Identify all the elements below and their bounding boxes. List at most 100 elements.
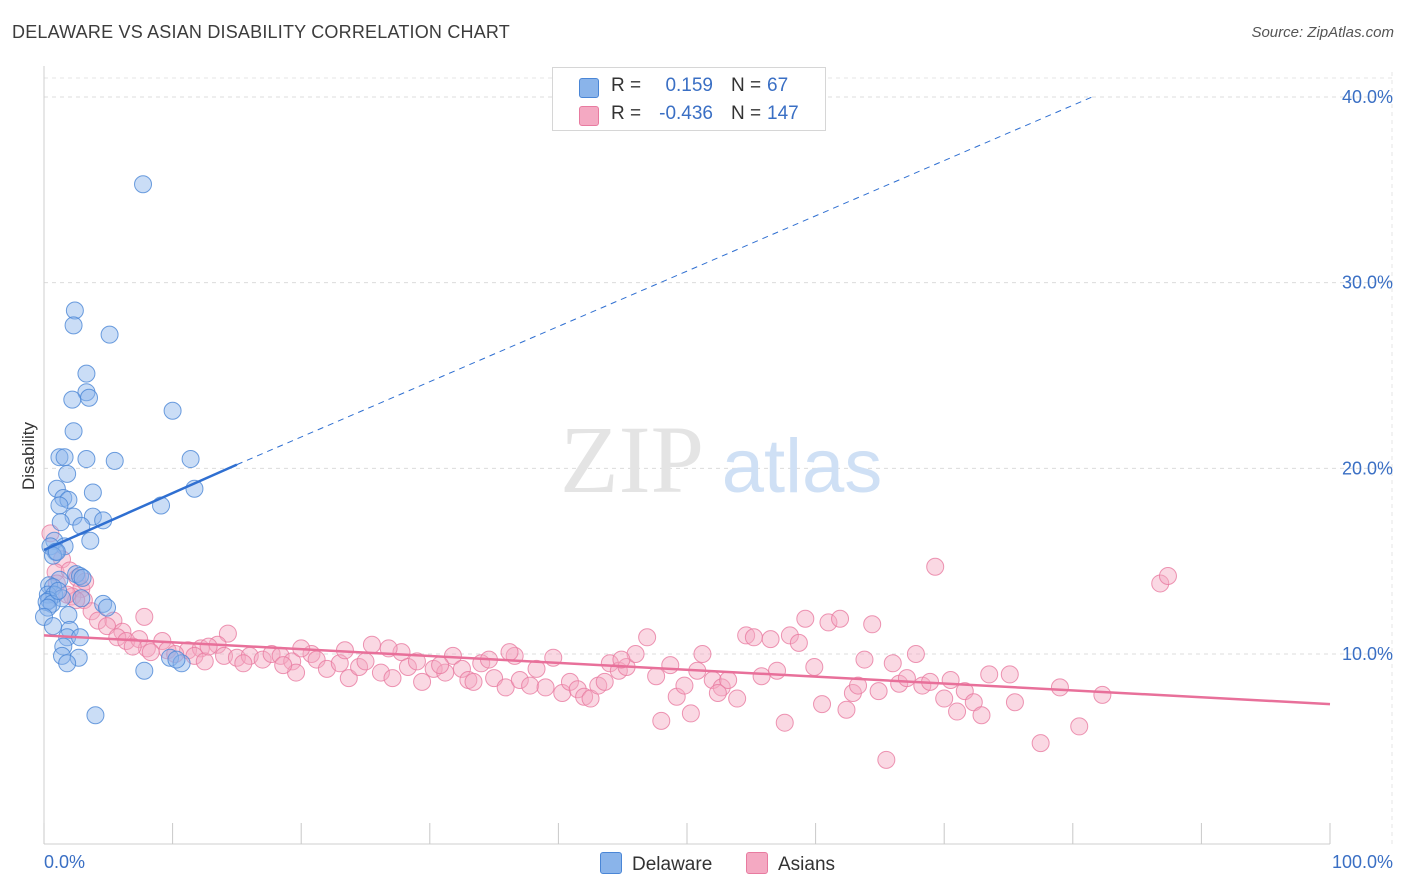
asians-point: [274, 656, 293, 675]
asians-point: [877, 750, 896, 769]
legend-n-label: N =: [731, 75, 762, 96]
delaware-point: [69, 648, 88, 667]
delaware-point: [55, 448, 74, 467]
legend-n-value: 147: [767, 103, 799, 124]
asians-point: [234, 654, 253, 673]
delaware-point: [71, 567, 90, 586]
watermark-zip: ZIP: [560, 406, 704, 513]
delaware-point: [50, 496, 69, 515]
asians-point: [568, 680, 587, 699]
asians-point: [638, 628, 657, 647]
delaware-swatch: [579, 78, 599, 98]
asians-point: [362, 635, 381, 654]
delaware-point: [167, 650, 186, 669]
delaware-point: [58, 464, 77, 483]
legend-label-asians: Asians: [778, 854, 836, 875]
delaware-point: [72, 589, 91, 608]
delaware-point: [50, 448, 69, 467]
asians-point: [612, 650, 631, 669]
legend-n-label: N =: [731, 103, 762, 124]
asians-point: [926, 557, 945, 576]
asians-point: [510, 670, 529, 689]
x-tick-label-max: 100.0%: [1332, 852, 1393, 872]
asians-point: [883, 654, 902, 673]
asians-point: [831, 609, 850, 628]
asians-point: [813, 695, 832, 714]
y-tick-label: 40.0%: [1342, 87, 1393, 107]
asians-point: [675, 676, 694, 695]
asians-point: [980, 665, 999, 684]
asians-point: [761, 630, 780, 649]
asians-point: [195, 652, 214, 671]
tick-labels: 10.0% 20.0% 30.0% 40.0% 0.0% 100.0% Disability: [19, 87, 1393, 872]
asians-point: [123, 637, 142, 656]
asians-point: [407, 652, 426, 671]
asians-point: [1050, 678, 1069, 697]
asians-point: [383, 669, 402, 688]
asians-point: [768, 661, 787, 680]
chart-title: DELAWARE VS ASIAN DISABILITY CORRELATION…: [12, 22, 510, 42]
asians-point: [496, 678, 515, 697]
delaware-point: [81, 531, 100, 550]
asians-point: [935, 689, 954, 708]
asians-point: [1151, 574, 1170, 593]
asians-point: [413, 672, 432, 691]
y-tick-label: 20.0%: [1342, 458, 1393, 478]
legend-r-value: 0.159: [665, 75, 713, 96]
asians-point: [108, 628, 127, 647]
legend-r-label: R =: [611, 103, 642, 124]
asians-point: [89, 611, 108, 630]
asians-point: [796, 609, 815, 628]
delaware-point: [49, 581, 68, 600]
delaware-legend-swatch: [600, 852, 622, 874]
delaware-point: [100, 325, 119, 344]
delaware-point: [80, 388, 99, 407]
asians-point: [283, 652, 302, 671]
delaware-point: [86, 706, 105, 725]
asians-point: [869, 682, 888, 701]
delaware-point: [35, 607, 53, 626]
asians-point: [575, 687, 594, 706]
asians-point: [595, 672, 614, 691]
delaware-point: [59, 606, 78, 625]
asians-point: [262, 645, 281, 663]
asians-point: [1158, 567, 1177, 586]
asians-point: [253, 650, 272, 669]
delaware-point: [163, 401, 182, 420]
axes: [43, 66, 1331, 845]
legend-n-value: 67: [767, 75, 789, 96]
asians-point: [652, 711, 671, 730]
delaware-point: [134, 175, 153, 194]
delaware-point: [58, 654, 77, 673]
delaware-point: [65, 301, 84, 320]
asians-point: [199, 637, 218, 656]
delaware-point: [181, 450, 200, 469]
y-axis-title: Disability: [19, 421, 38, 490]
delaware-point: [77, 364, 96, 383]
delaware-point: [63, 390, 82, 409]
asians-point: [536, 678, 555, 697]
asians-point: [789, 633, 808, 652]
asians-trend-line: [43, 634, 1331, 706]
asians-point: [837, 700, 856, 719]
y-tick-label: 30.0%: [1342, 273, 1393, 293]
asians-point: [737, 626, 756, 645]
asians-point: [647, 667, 666, 686]
delaware-trend-extension: [236, 96, 1093, 466]
asians-point: [728, 689, 747, 708]
asians-point: [681, 704, 700, 723]
trend-lines: [43, 96, 1331, 706]
delaware-point: [105, 451, 124, 470]
legend-item-asians[interactable]: Asians: [746, 852, 835, 876]
asians-point: [560, 672, 579, 691]
delaware-point: [64, 316, 83, 335]
asians-point: [941, 670, 960, 689]
asians-point: [972, 706, 991, 725]
asians-point: [744, 628, 763, 647]
legend-item-delaware[interactable]: Delaware: [600, 852, 712, 876]
asians-point: [452, 659, 471, 678]
delaware-point: [135, 661, 154, 680]
asians-point: [1031, 734, 1050, 753]
delaware-point: [64, 422, 83, 441]
